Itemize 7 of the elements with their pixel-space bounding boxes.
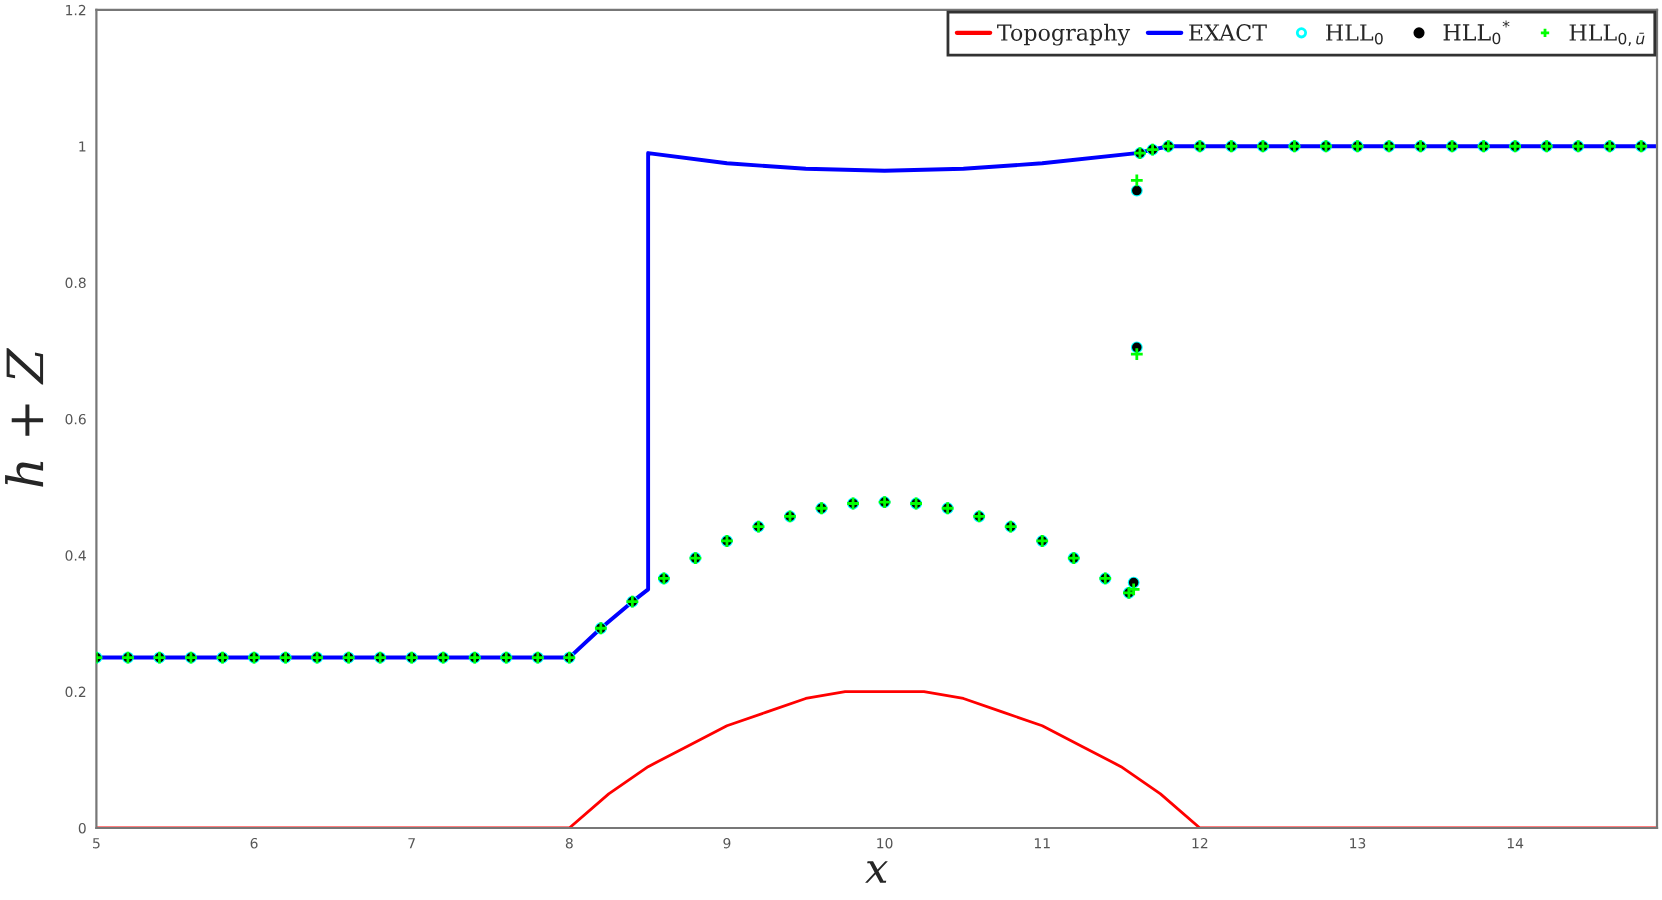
legend-label: HLL$_{0}$$^{*}$	[1443, 20, 1510, 45]
y-axis-title: h + Z	[5, 347, 44, 487]
x-axis-title: x	[865, 861, 888, 883]
legend-label: HLL$_{0,ū}$	[1569, 24, 1645, 47]
legend-label: Topography	[997, 23, 1131, 46]
legend-label: EXACT	[1189, 24, 1267, 41]
legend-label: HLL$_{0}$	[1326, 24, 1383, 45]
